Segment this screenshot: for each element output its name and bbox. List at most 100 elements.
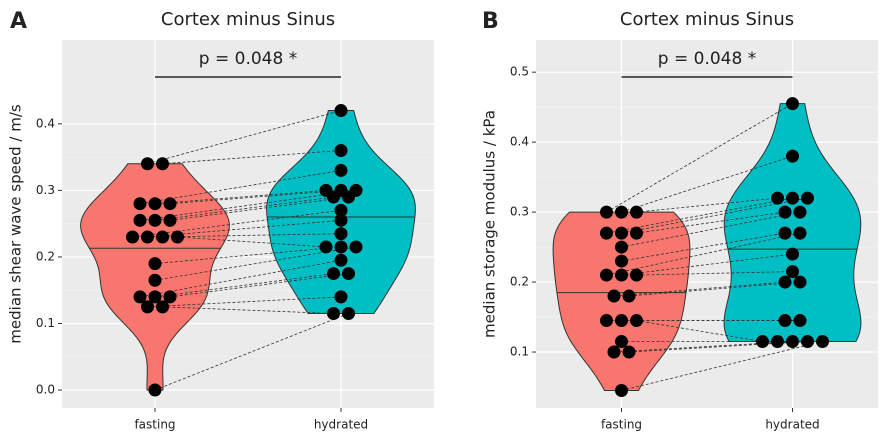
point [786, 335, 799, 349]
y-tick-label: 0.5 [510, 65, 529, 79]
point [801, 191, 814, 205]
point [334, 227, 348, 241]
point [771, 335, 784, 349]
point [319, 240, 333, 254]
x-tick-label: hydrated [314, 418, 368, 432]
point [163, 197, 177, 211]
point [334, 213, 348, 227]
y-tick-label: 0.3 [510, 205, 529, 219]
x-tick-label: hydrated [765, 418, 819, 432]
panel-label: A [10, 9, 27, 34]
point [786, 191, 799, 205]
point [327, 190, 340, 204]
point [622, 345, 636, 359]
point [148, 383, 162, 397]
pair-line [613, 281, 786, 297]
pair-line [162, 306, 334, 314]
panel-label: B [482, 9, 499, 34]
point [793, 205, 807, 219]
point [771, 191, 784, 205]
pair-line [154, 196, 334, 221]
point [156, 157, 169, 171]
annotation: p = 0.048 * [199, 49, 297, 69]
pair-line [169, 189, 342, 205]
y-axis-label: median storage modulus / kPa [481, 110, 499, 338]
y-tick-label: 0.2 [510, 275, 529, 289]
point [126, 230, 139, 244]
point [778, 275, 792, 289]
point [630, 205, 643, 219]
point [334, 143, 348, 157]
pair-line [636, 271, 793, 276]
point [342, 307, 355, 321]
pair-line [628, 281, 801, 297]
point [793, 226, 807, 240]
point [334, 290, 348, 304]
pair-line [169, 196, 349, 221]
point [600, 268, 613, 282]
pair-line [147, 296, 342, 308]
point [615, 268, 628, 282]
y-tick-label: 0.1 [510, 345, 529, 359]
pair-line [139, 259, 342, 298]
point [133, 290, 147, 304]
y-tick-label: 0.4 [510, 135, 529, 149]
point [615, 384, 628, 398]
point [156, 300, 169, 314]
point [342, 267, 355, 281]
pair-line [154, 246, 342, 264]
pair-line [139, 189, 357, 221]
pair-line [139, 170, 342, 205]
annotation: p = 0.048 * [658, 49, 756, 69]
point [133, 197, 147, 211]
y-tick-label: 0.2 [36, 249, 55, 263]
point [615, 335, 628, 349]
point [630, 268, 643, 282]
point [141, 157, 154, 171]
point [141, 300, 154, 314]
point [349, 240, 363, 254]
point [622, 289, 636, 303]
pair-line [636, 197, 778, 213]
pair-line [147, 110, 342, 165]
point [334, 104, 348, 118]
point [171, 230, 184, 244]
point [801, 335, 814, 349]
point [607, 345, 621, 359]
chart-title: Cortex minus Sinus [620, 9, 794, 30]
point [600, 314, 613, 328]
point [342, 190, 355, 204]
pair-line [606, 103, 793, 213]
point [615, 226, 628, 240]
y-axis-label: median shear wave speed / m/s [7, 104, 25, 344]
point [148, 257, 162, 271]
point [334, 163, 348, 177]
point [778, 205, 792, 219]
point [133, 213, 147, 227]
point [778, 314, 792, 328]
point [327, 307, 340, 321]
point [793, 275, 807, 289]
point [786, 97, 799, 111]
point [327, 267, 340, 281]
pair-line [606, 232, 801, 276]
y-tick-label: 0.1 [36, 316, 55, 330]
point [615, 314, 628, 328]
y-tick-label: 0.3 [36, 183, 55, 197]
pair-line [169, 273, 349, 298]
point [600, 226, 613, 240]
point [615, 205, 628, 219]
point [786, 247, 799, 261]
point [756, 335, 769, 349]
point [141, 230, 154, 244]
pair-line [621, 232, 786, 262]
point [816, 335, 829, 349]
point [786, 149, 799, 163]
point [148, 213, 162, 227]
chart-title: Cortex minus Sinus [161, 9, 335, 30]
pair-line [154, 246, 357, 281]
violin [723, 103, 862, 343]
point [786, 265, 799, 279]
